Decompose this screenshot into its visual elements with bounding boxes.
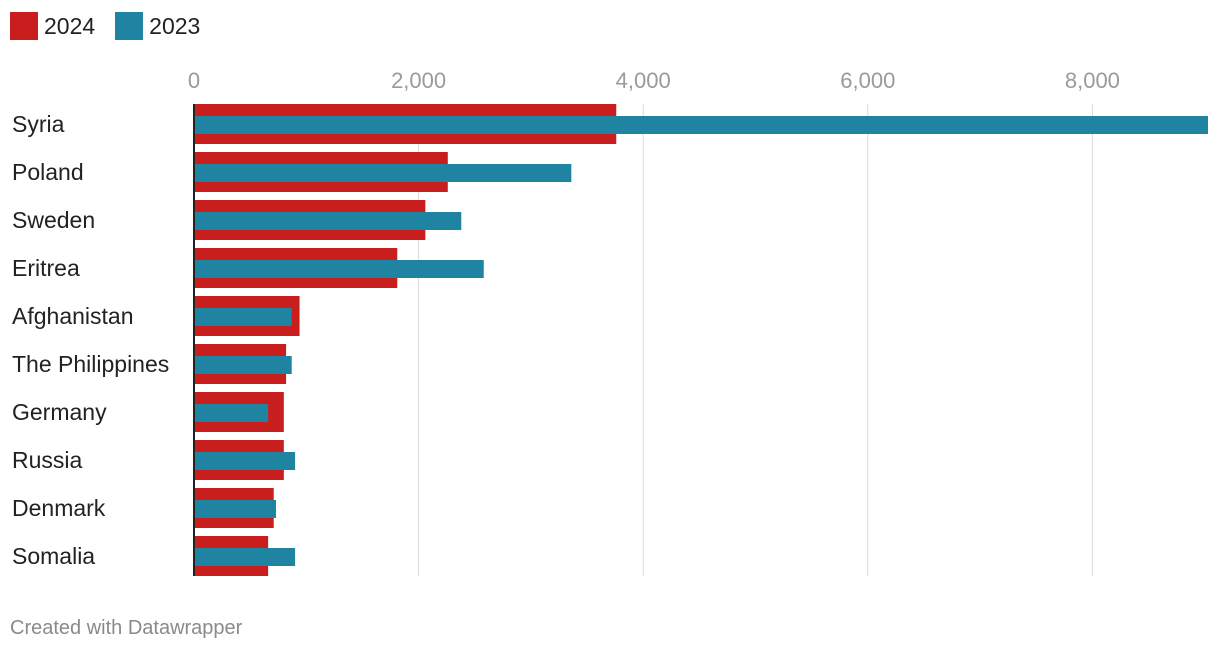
legend-swatch-2023 — [115, 12, 144, 40]
tick-label-0: 0 — [188, 68, 200, 93]
tick-label-8000: 8,000 — [1065, 68, 1120, 93]
category-label-denmark: Denmark — [12, 495, 106, 521]
legend-label-2024: 2024 — [44, 12, 96, 39]
legend-item-2023: 2023 — [115, 12, 200, 40]
tick-label-6000: 6,000 — [840, 68, 895, 93]
bar-2023-russia — [194, 452, 296, 470]
category-label-poland: Poland — [12, 159, 84, 185]
category-label-afghanistan: Afghanistan — [12, 303, 133, 329]
bar-2023-denmark — [194, 500, 276, 518]
bar-2023-poland — [194, 164, 572, 182]
category-label-sweden: Sweden — [12, 207, 95, 233]
bar-2023-eritrea — [194, 260, 484, 278]
footer-credit: Created with Datawrapper — [10, 617, 243, 639]
category-label-syria: Syria — [12, 111, 65, 137]
legend-label-2023: 2023 — [149, 12, 201, 39]
bar-2023-germany — [194, 404, 269, 422]
legend: 2024 2023 — [10, 12, 200, 40]
bar-2023-sweden — [194, 212, 462, 230]
bar-2023-afghanistan — [194, 308, 292, 326]
category-label-germany: Germany — [12, 399, 107, 425]
bar-2023-syria — [194, 116, 1208, 134]
legend-item-2024: 2024 — [10, 12, 95, 40]
bar-2023-somalia — [194, 548, 296, 566]
category-label-eritrea: Eritrea — [12, 255, 80, 281]
category-label-somalia: Somalia — [12, 543, 95, 569]
legend-swatch-2024 — [10, 12, 38, 40]
tick-label-4000: 4,000 — [616, 68, 671, 93]
category-label-russia: Russia — [12, 447, 83, 473]
tick-label-2000: 2,000 — [391, 68, 446, 93]
category-label-the-philippines: The Philippines — [12, 351, 169, 377]
bar-2023-the-philippines — [194, 356, 292, 374]
